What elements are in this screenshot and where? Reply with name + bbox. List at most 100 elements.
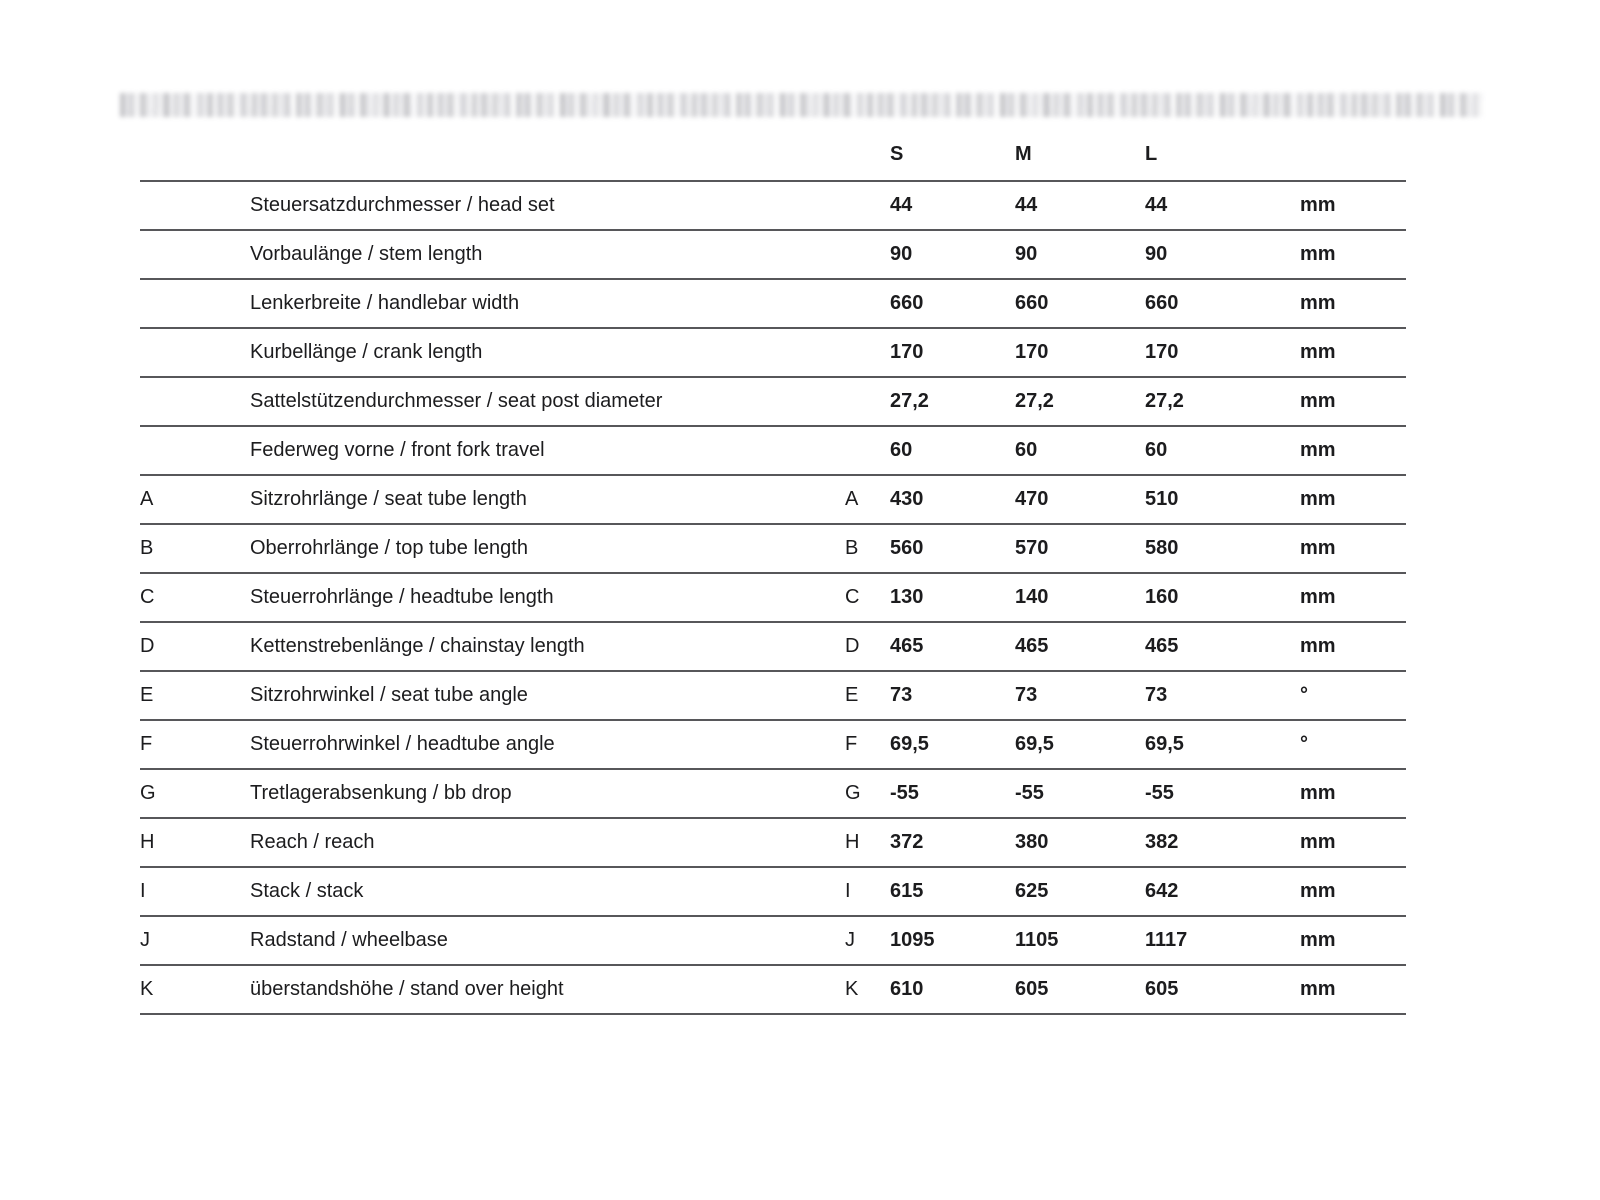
row-letter-label: E <box>140 684 154 706</box>
row-letter-label: G <box>140 782 156 804</box>
row-letter-key: E <box>845 684 859 706</box>
column-header-size-s: S <box>890 142 904 165</box>
value-unit: mm <box>1300 439 1336 461</box>
value-size-l: 1117 <box>1145 929 1188 951</box>
value-size-m: 69,5 <box>1015 733 1054 755</box>
value-unit: mm <box>1300 782 1336 804</box>
header-row: S M L <box>140 128 1406 181</box>
value-unit: mm <box>1300 243 1336 265</box>
value-size-m: 140 <box>1015 586 1049 608</box>
value-size-m: 73 <box>1015 684 1038 706</box>
row-letter-key <box>845 328 890 377</box>
value-size-l: 27,2 <box>1145 390 1184 412</box>
value-size-l: 44 <box>1145 194 1168 216</box>
row-letter-label: D <box>140 635 155 657</box>
row-letter-label <box>140 328 250 377</box>
value-size-s: 90 <box>890 243 913 265</box>
value-size-s: 130 <box>890 586 924 608</box>
blurred-text-band <box>120 93 1482 117</box>
value-size-s: 1095 <box>890 929 935 951</box>
value-size-s: 660 <box>890 292 924 314</box>
value-size-l: 69,5 <box>1145 733 1184 755</box>
value-size-m: -55 <box>1015 782 1044 804</box>
value-size-m: 570 <box>1015 537 1049 559</box>
row-letter-key: K <box>845 978 859 1000</box>
value-size-s: 27,2 <box>890 390 929 412</box>
row-dimension-label: Tretlagerabsenkung / bb drop <box>250 782 512 804</box>
value-size-m: 27,2 <box>1015 390 1054 412</box>
row-dimension-label: Steuerrohrlänge / headtube length <box>250 586 554 608</box>
row-letter-key: I <box>845 880 851 902</box>
row-letter-key: G <box>845 782 861 804</box>
row-dimension-label: Reach / reach <box>250 831 375 853</box>
table-row: G Tretlagerabsenkung / bb drop G -55 -55… <box>140 769 1406 818</box>
table-row: D Kettenstrebenlänge / chainstay length … <box>140 622 1406 671</box>
value-size-l: 60 <box>1145 439 1168 461</box>
row-letter-label <box>140 230 250 279</box>
value-unit: mm <box>1300 929 1336 951</box>
value-size-m: 1105 <box>1015 929 1059 951</box>
geometry-table-container: S M L Steuersatzdurchmesser / head set 4… <box>140 128 1406 1015</box>
row-letter-key: B <box>845 537 859 559</box>
table-row: Lenkerbreite / handlebar width 660 660 6… <box>140 279 1406 328</box>
table-row: I Stack / stack I 615 625 642 mm <box>140 867 1406 916</box>
table-row: Vorbaulänge / stem length 90 90 90 mm <box>140 230 1406 279</box>
row-letter-label <box>140 377 250 426</box>
row-letter-label <box>140 279 250 328</box>
value-size-l: 90 <box>1145 243 1168 265</box>
row-letter-label: H <box>140 831 155 853</box>
row-letter-label: A <box>140 488 154 510</box>
value-size-s: 560 <box>890 537 924 559</box>
column-header-size-m: M <box>1015 142 1032 165</box>
row-dimension-label: Sattelstützendurchmesser / seat post dia… <box>250 390 663 412</box>
value-size-m: 465 <box>1015 635 1049 657</box>
row-letter-key: C <box>845 586 860 608</box>
value-size-s: 69,5 <box>890 733 929 755</box>
row-letter-key <box>845 377 890 426</box>
row-letter-key: H <box>845 831 860 853</box>
value-size-s: 610 <box>890 978 924 1000</box>
value-unit: ° <box>1300 733 1308 755</box>
row-dimension-label: Kettenstrebenlänge / chainstay length <box>250 635 585 657</box>
value-size-s: 60 <box>890 439 913 461</box>
table-row: B Oberrohrlänge / top tube length B 560 … <box>140 524 1406 573</box>
row-letter-key <box>845 426 890 475</box>
row-letter-key <box>845 230 890 279</box>
value-size-s: 170 <box>890 341 924 363</box>
header-spacer-unit <box>1300 128 1406 181</box>
value-unit: mm <box>1300 831 1336 853</box>
table-row: J Radstand / wheelbase J 1095 1105 1117 … <box>140 916 1406 965</box>
value-size-l: 465 <box>1145 635 1179 657</box>
table-row: H Reach / reach H 372 380 382 mm <box>140 818 1406 867</box>
value-size-l: -55 <box>1145 782 1174 804</box>
row-dimension-label: Sitzrohrlänge / seat tube length <box>250 488 527 510</box>
row-letter-key: D <box>845 635 860 657</box>
row-dimension-label: überstandshöhe / stand over height <box>250 978 564 1000</box>
table-row: A Sitzrohrlänge / seat tube length A 430… <box>140 475 1406 524</box>
value-size-m: 60 <box>1015 439 1038 461</box>
value-size-m: 90 <box>1015 243 1038 265</box>
row-letter-label: J <box>140 929 150 951</box>
value-size-m: 170 <box>1015 341 1049 363</box>
row-letter-label: B <box>140 537 154 559</box>
table-header: S M L <box>140 128 1406 181</box>
value-size-l: 660 <box>1145 292 1179 314</box>
table-row: C Steuerrohrlänge / headtube length C 13… <box>140 573 1406 622</box>
value-size-m: 44 <box>1015 194 1038 216</box>
row-dimension-label: Oberrohrlänge / top tube length <box>250 537 528 559</box>
value-unit: mm <box>1300 194 1336 216</box>
row-dimension-label: Sitzrohrwinkel / seat tube angle <box>250 684 528 706</box>
row-letter-key: F <box>845 733 858 755</box>
geometry-table: S M L Steuersatzdurchmesser / head set 4… <box>140 128 1406 1015</box>
row-letter-key <box>845 181 890 230</box>
value-size-l: 160 <box>1145 586 1179 608</box>
row-dimension-label: Stack / stack <box>250 880 364 902</box>
column-header-size-l: L <box>1145 142 1158 165</box>
value-unit: mm <box>1300 341 1336 363</box>
value-size-m: 660 <box>1015 292 1049 314</box>
row-dimension-label: Lenkerbreite / handlebar width <box>250 292 520 314</box>
row-dimension-label: Steuerrohrwinkel / headtube angle <box>250 733 555 755</box>
table-row: Sattelstützendurchmesser / seat post dia… <box>140 377 1406 426</box>
value-size-l: 605 <box>1145 978 1179 1000</box>
